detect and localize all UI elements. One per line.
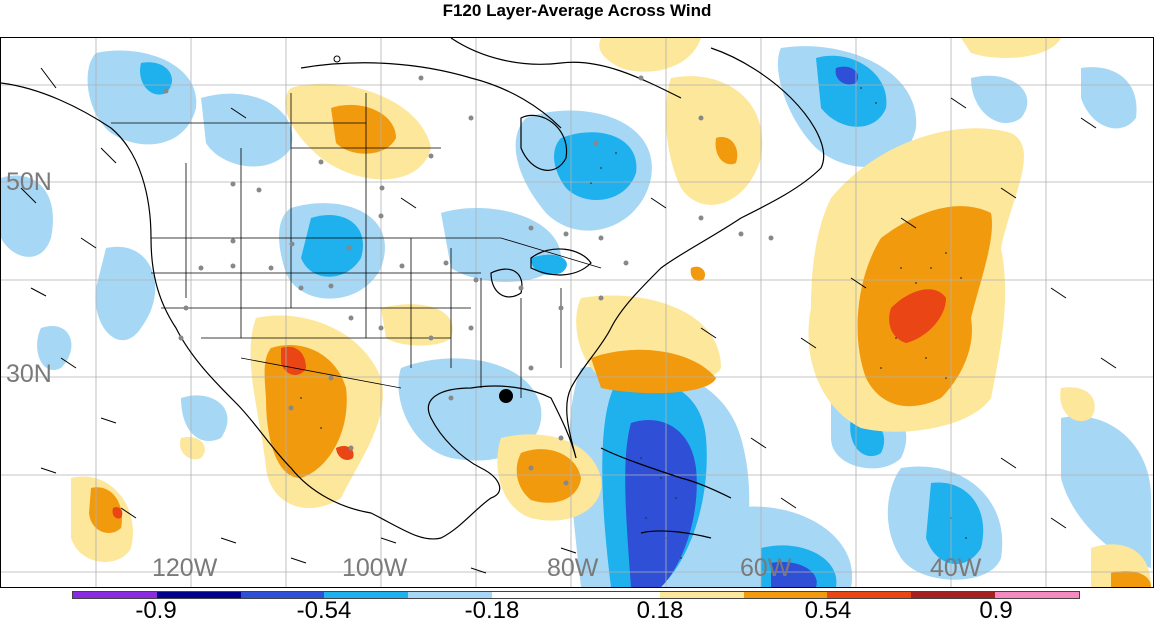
open-station-marker (333, 55, 341, 63)
chart-title: F120 Layer-Average Across Wind (442, 1, 712, 20)
colorbar-swatch-1 (156, 592, 241, 598)
lon-label-40w: 40W (930, 554, 982, 582)
colorbar-label: 0.9 (979, 597, 1013, 624)
stipple-dots (300, 87, 967, 559)
colorbar-swatch-9 (827, 592, 912, 598)
positive-strong-regions (112, 289, 946, 519)
colorbar-label: -0.54 (296, 597, 352, 624)
colorbar-swatch-6 (575, 592, 660, 598)
colorbar-swatch-8 (743, 592, 828, 598)
colorbar (72, 591, 1080, 599)
colorbar-swatch-7 (659, 592, 744, 598)
station-dots (163, 75, 774, 486)
colorbar-swatch-11 (995, 592, 1079, 598)
lat-label-30n: 30N (6, 360, 52, 388)
colorbar-label: -0.18 (464, 597, 520, 624)
political-borders (111, 93, 602, 398)
lon-label-80w: 80W (547, 554, 599, 582)
center-point-marker (499, 389, 513, 403)
lat-label-50n: 50N (6, 168, 52, 196)
colorbar-swatch-4 (408, 592, 493, 598)
colorbar-swatch-2 (240, 592, 325, 598)
colorbar-swatch-10 (911, 592, 996, 598)
colorbar-label: 0.18 (636, 597, 684, 624)
lon-label-60w: 60W (740, 554, 792, 582)
gridlines (1, 38, 1153, 587)
lon-label-120w: 120W (152, 554, 218, 582)
colorbar-label: 0.54 (804, 597, 852, 624)
colorbar-swatch-0 (73, 592, 157, 598)
colorbar-label: -0.9 (135, 597, 177, 624)
map-panel: 50N 30N (0, 37, 1154, 588)
coastlines (1, 38, 825, 540)
negative-strong-regions (625, 66, 859, 587)
wind-barbs (20, 67, 1117, 574)
lon-label-100w: 100W (342, 554, 408, 582)
colorbar-swatch-3 (324, 592, 409, 598)
map-canvas (1, 38, 1153, 587)
colorbar-swatch-5 (492, 592, 576, 598)
